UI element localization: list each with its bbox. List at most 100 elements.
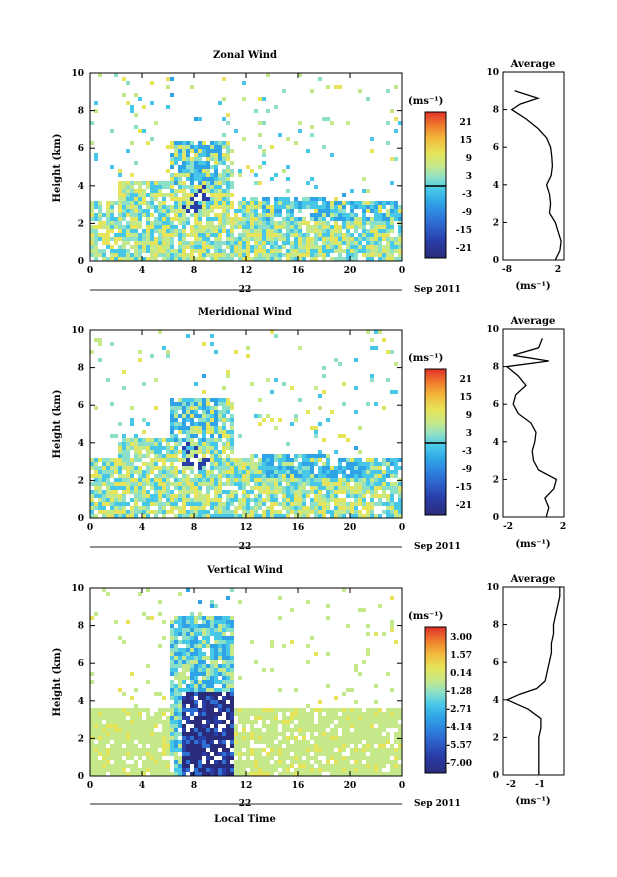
heatmap-cell bbox=[226, 438, 230, 442]
heatmap-cell bbox=[202, 402, 206, 406]
heatmap-cell bbox=[114, 708, 118, 712]
heatmap-cell bbox=[278, 752, 282, 756]
heatmap-cell bbox=[270, 708, 274, 712]
heatmap-cell bbox=[170, 506, 174, 510]
heatmap-cell bbox=[250, 197, 254, 201]
heatmap-cell bbox=[214, 205, 218, 209]
heatmap-cell bbox=[102, 225, 106, 229]
heatmap-cell bbox=[222, 189, 226, 193]
heatmap-cell bbox=[374, 217, 378, 221]
heatmap-cell bbox=[114, 221, 118, 225]
heatmap-cell bbox=[182, 620, 186, 624]
heatmap-cell bbox=[242, 458, 246, 462]
heatmap-cell bbox=[282, 740, 286, 744]
heatmap-cell bbox=[234, 482, 238, 486]
heatmap-cell bbox=[134, 502, 138, 506]
heatmap-cell bbox=[210, 201, 214, 205]
heatmap-cell bbox=[206, 225, 210, 229]
heatmap-cell bbox=[358, 510, 362, 514]
heatmap-cell bbox=[362, 486, 366, 490]
heatmap-cell bbox=[342, 201, 346, 205]
heatmap-cell bbox=[134, 748, 138, 752]
heatmap-cell bbox=[170, 712, 174, 716]
heatmap-cell bbox=[226, 676, 230, 680]
heatmap-cell bbox=[346, 237, 350, 241]
heatmap-cell bbox=[318, 454, 322, 458]
heatmap-cell bbox=[206, 668, 210, 672]
heatmap-cell bbox=[174, 201, 178, 205]
heatmap-cell bbox=[366, 732, 370, 736]
heatmap-cell bbox=[254, 462, 258, 466]
heatmap-cell bbox=[190, 756, 194, 760]
heatmap-cell bbox=[378, 462, 382, 466]
heatmap-cell bbox=[350, 217, 354, 221]
heatmap-cell bbox=[274, 732, 278, 736]
heatmap-cell bbox=[366, 249, 370, 253]
heatmap-cell bbox=[378, 708, 382, 712]
heatmap-cell bbox=[310, 724, 314, 728]
heatmap-cell bbox=[138, 253, 142, 257]
heatmap-cell bbox=[206, 724, 210, 728]
heatmap-cell bbox=[174, 700, 178, 704]
heatmap-cell bbox=[314, 498, 318, 502]
heatmap-cell bbox=[306, 454, 310, 458]
heatmap-cell bbox=[138, 241, 142, 245]
heatmap-cell bbox=[194, 177, 198, 181]
heatmap-cell bbox=[290, 241, 294, 245]
heatmap-cell bbox=[206, 474, 210, 478]
heatmap-cell bbox=[210, 241, 214, 245]
heatmap-cell bbox=[206, 189, 210, 193]
heatmap-cell bbox=[226, 205, 230, 209]
heatmap-cell bbox=[226, 664, 230, 668]
heatmap-cell bbox=[142, 768, 146, 772]
heatmap-cell bbox=[294, 454, 298, 458]
heatmap-cell bbox=[166, 169, 170, 173]
heatmap-cell bbox=[330, 209, 334, 213]
heatmap-cell bbox=[150, 740, 154, 744]
heatmap-cell bbox=[314, 510, 318, 514]
heatmap-cell bbox=[290, 482, 294, 486]
heatmap-cell bbox=[250, 209, 254, 213]
avg-y-tick-label: 2 bbox=[493, 218, 499, 228]
heatmap-cell bbox=[366, 716, 370, 720]
heatmap-cell bbox=[278, 201, 282, 205]
heatmap-cell bbox=[390, 217, 394, 221]
heatmap-cell bbox=[258, 768, 262, 772]
heatmap-cell bbox=[110, 205, 114, 209]
heatmap-cell bbox=[122, 502, 126, 506]
heatmap-cell bbox=[106, 221, 110, 225]
heatmap-cell bbox=[166, 257, 170, 261]
heatmap-cell bbox=[214, 656, 218, 660]
heatmap-cell bbox=[186, 764, 190, 768]
heatmap-cell bbox=[210, 748, 214, 752]
heatmap-cell bbox=[138, 225, 142, 229]
heatmap-cell bbox=[170, 450, 174, 454]
heatmap-cell bbox=[370, 732, 374, 736]
heatmap-cell bbox=[282, 720, 286, 724]
heatmap-cell bbox=[242, 225, 246, 229]
heatmap-cell bbox=[166, 193, 170, 197]
heatmap-cell bbox=[206, 470, 210, 474]
heatmap-cell bbox=[346, 764, 350, 768]
heatmap-cell bbox=[210, 772, 214, 776]
heatmap-cell bbox=[342, 249, 346, 253]
avg-y-tick-label: 8 bbox=[493, 106, 499, 116]
heatmap-cell bbox=[354, 482, 358, 486]
heatmap-cell bbox=[130, 724, 134, 728]
heatmap-cell bbox=[214, 494, 218, 498]
heatmap-cell bbox=[254, 245, 258, 249]
heatmap-cell bbox=[258, 764, 262, 768]
heatmap-cell bbox=[134, 233, 138, 237]
heatmap-cell bbox=[354, 201, 358, 205]
heatmap-cell bbox=[166, 752, 170, 756]
heatmap-cell bbox=[142, 462, 146, 466]
heatmap-cell bbox=[98, 716, 102, 720]
heatmap-cell bbox=[202, 660, 206, 664]
heatmap-cell bbox=[230, 253, 234, 257]
heatmap-cell bbox=[186, 217, 190, 221]
heatmap-cell bbox=[390, 744, 394, 748]
heatmap-cell bbox=[206, 696, 210, 700]
heatmap-cell bbox=[394, 470, 398, 474]
heatmap-cell bbox=[254, 768, 258, 772]
